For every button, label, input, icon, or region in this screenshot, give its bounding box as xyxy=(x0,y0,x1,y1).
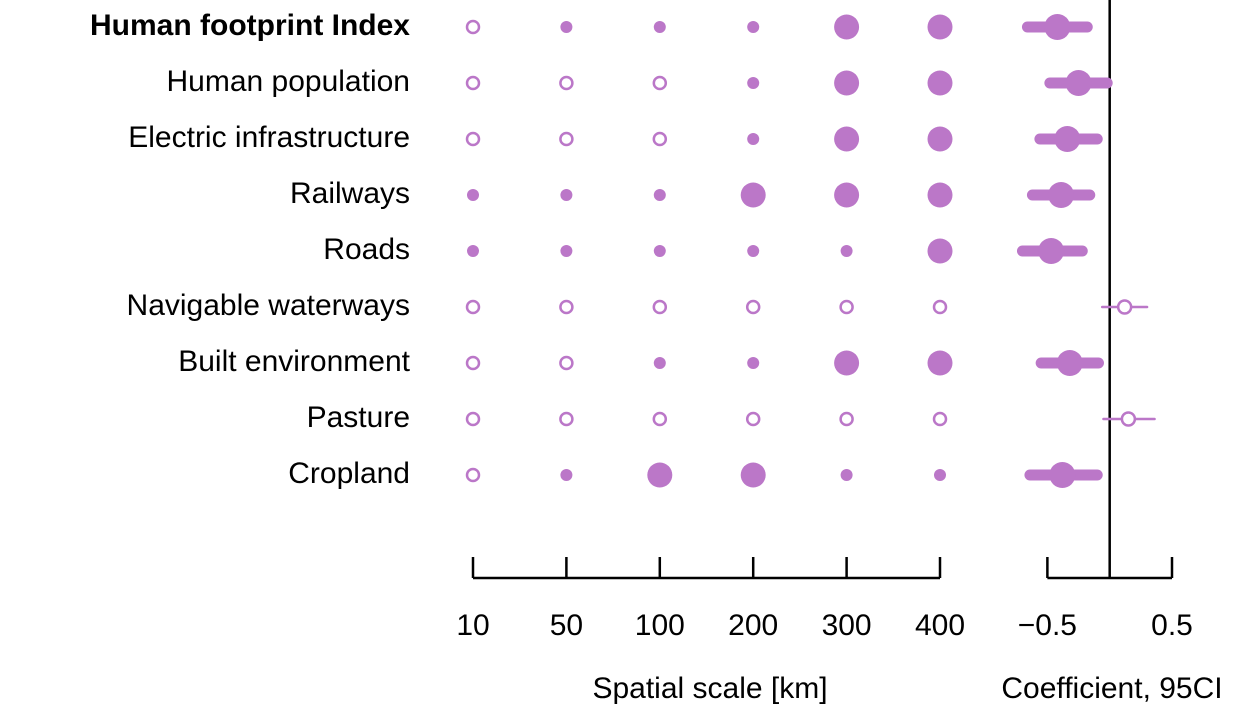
dot-open xyxy=(839,411,854,427)
dot xyxy=(747,357,760,369)
dot xyxy=(834,70,860,96)
dot-open xyxy=(465,75,481,91)
x-axis-title: Coefficient, 95CI xyxy=(1001,672,1222,705)
dot xyxy=(653,189,666,201)
estimate xyxy=(1048,182,1075,208)
dot xyxy=(927,238,953,264)
row-label: Pasture xyxy=(307,401,410,434)
dot xyxy=(560,245,573,257)
dot xyxy=(927,14,953,40)
dot xyxy=(927,70,953,96)
x-tick-label: 200 xyxy=(728,609,778,642)
dot xyxy=(647,462,673,488)
dot-open xyxy=(465,131,481,147)
dot xyxy=(740,182,766,208)
dot-open xyxy=(932,411,948,427)
dot xyxy=(653,245,666,257)
x-tick-label: 300 xyxy=(822,609,872,642)
dot-open xyxy=(465,299,481,315)
dot xyxy=(560,21,573,33)
row-label: Railways xyxy=(290,177,410,210)
row-label: Roads xyxy=(323,233,410,266)
x-tick-label: 50 xyxy=(550,609,583,642)
estimate xyxy=(1044,14,1071,40)
estimate xyxy=(1054,126,1081,152)
dot xyxy=(747,245,760,257)
dot xyxy=(927,350,953,376)
dot-open xyxy=(652,75,668,91)
x-tick-label: 400 xyxy=(915,609,965,642)
row-label: Cropland xyxy=(288,457,410,490)
dot xyxy=(927,126,953,152)
dot xyxy=(840,245,853,257)
row-label: Built environment xyxy=(178,345,410,378)
dot-open xyxy=(465,467,481,483)
x-tick-label: 100 xyxy=(635,609,685,642)
dot xyxy=(747,77,760,89)
dot xyxy=(560,469,573,481)
row-label: Human population xyxy=(166,65,410,98)
row-label: Electric infrastructure xyxy=(128,121,410,154)
dot-open xyxy=(465,19,481,35)
dot-open xyxy=(745,299,761,315)
dot-open xyxy=(465,355,481,371)
estimate xyxy=(1116,299,1133,315)
dot-open xyxy=(559,75,574,91)
dot-open xyxy=(932,299,948,315)
dot xyxy=(740,462,766,488)
dot xyxy=(834,182,860,208)
dot xyxy=(653,21,666,33)
dot xyxy=(834,126,860,152)
dot xyxy=(653,357,666,369)
dot-open xyxy=(745,411,761,427)
dot xyxy=(560,189,573,201)
dot xyxy=(747,21,760,33)
dot-open xyxy=(559,299,574,315)
estimate xyxy=(1120,411,1137,427)
x-tick-label: 10 xyxy=(456,609,489,642)
dot xyxy=(467,189,479,201)
row-label: Navigable waterways xyxy=(127,289,410,322)
estimate xyxy=(1056,350,1083,376)
dot-open xyxy=(839,299,854,315)
estimate xyxy=(1065,70,1092,96)
dot-open xyxy=(559,131,574,147)
dot-open xyxy=(652,131,668,147)
dot xyxy=(840,469,853,481)
estimate xyxy=(1038,238,1065,264)
dot-open xyxy=(652,299,668,315)
x-tick-label: 0.5 xyxy=(1151,609,1193,642)
dot xyxy=(747,133,760,145)
dot xyxy=(934,469,946,481)
dot xyxy=(834,14,860,40)
dot-open xyxy=(652,411,668,427)
dot xyxy=(834,350,860,376)
dot-open xyxy=(465,411,481,427)
x-tick-label: −0.5 xyxy=(1018,609,1077,642)
dot xyxy=(927,182,953,208)
row-label: Human footprint Index xyxy=(90,9,410,42)
dot-open xyxy=(559,355,574,371)
dot xyxy=(467,245,479,257)
estimate xyxy=(1049,462,1076,488)
x-axis-title: Spatial scale [km] xyxy=(592,672,827,705)
dot-open xyxy=(559,411,574,427)
